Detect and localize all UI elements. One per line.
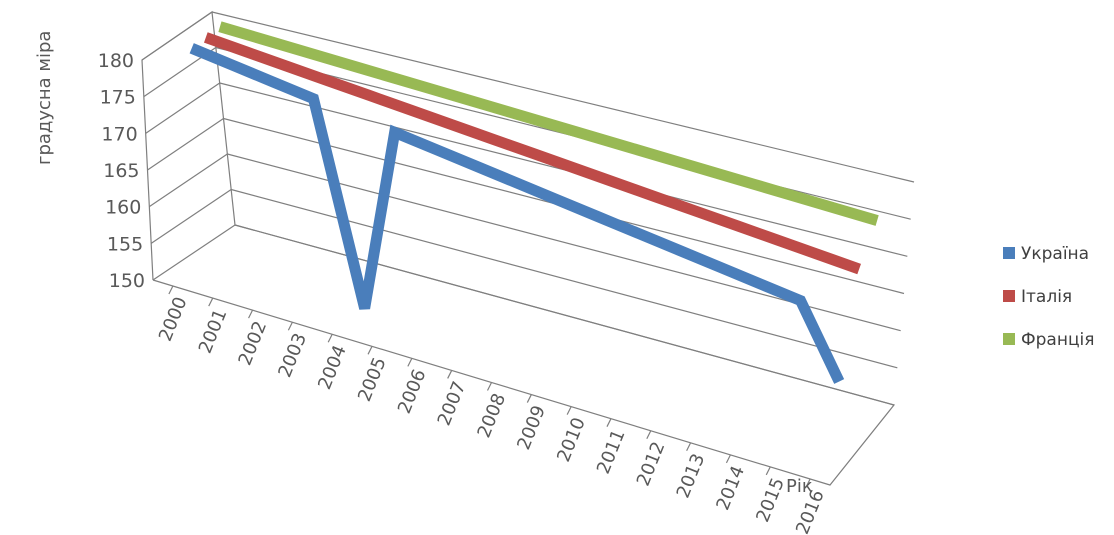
legend-label: Україна (1021, 244, 1089, 264)
x-tick-label: 2011 (593, 427, 630, 477)
x-tick-mark (646, 430, 652, 440)
left-wall-gridline (148, 153, 228, 208)
x-tick-mark (686, 442, 692, 452)
series-group (189, 21, 879, 384)
y-tick-label: 160 (105, 197, 141, 219)
left-wall-gridline (145, 82, 221, 134)
x-tick-label: 2005 (354, 354, 391, 404)
x-tick-mark (447, 370, 453, 379)
x-tick-mark (248, 309, 254, 319)
x-tick-label: 2015 (752, 475, 789, 525)
series-line-2 (203, 32, 861, 275)
chart-walls (141, 10, 896, 486)
x-tick-mark (327, 333, 333, 343)
legend-swatch (1003, 333, 1015, 345)
x-tick-label: 2013 (673, 451, 710, 501)
left-wall-gridline (147, 118, 224, 171)
y-tick-label: 170 (101, 123, 137, 145)
legend: Україна Італія Франція (1003, 244, 1094, 350)
left-wall-gridline (152, 224, 236, 281)
left-wall-gridline (150, 189, 232, 244)
x-tick-mark (526, 394, 532, 403)
y-tick-label: 175 (100, 87, 136, 109)
x-tick-label: 2003 (274, 330, 311, 380)
left-wall-gridline (141, 11, 213, 61)
x-tick-mark (566, 406, 572, 415)
legend-label: Італія (1021, 287, 1072, 307)
x-axis-title: Рік (786, 476, 813, 497)
legend-swatch (1003, 290, 1015, 302)
x-tick-mark (367, 346, 373, 355)
y-tick-label: 150 (109, 270, 145, 292)
x-tick-mark (208, 297, 214, 307)
y-axis-ticks: 150 155 160 165 170 175 180 (98, 50, 145, 292)
legend-label: Франція (1021, 330, 1094, 350)
y-tick-label: 165 (103, 160, 139, 182)
y-tick-label: 155 (107, 233, 143, 255)
x-tick-label: 2010 (553, 415, 590, 465)
x-tick-label: 2012 (633, 439, 670, 489)
x-tick-mark (168, 285, 174, 295)
y-axis-title: градусна міра (34, 31, 55, 165)
back-wall-gridline (234, 224, 895, 406)
x-tick-mark (765, 466, 771, 476)
y-tick-label: 180 (98, 50, 134, 72)
x-tick-label: 2000 (155, 294, 192, 344)
x-tick-label: 2004 (314, 342, 351, 392)
x-tick-label: 2014 (712, 463, 749, 513)
x-tick-label: 2007 (434, 378, 471, 428)
x-tick-mark (407, 358, 413, 367)
back-wall-gridline (231, 188, 898, 369)
x-tick-mark (725, 454, 731, 464)
legend-swatch (1003, 247, 1015, 259)
x-tick-label: 2009 (513, 403, 550, 453)
x-tick-label: 2001 (195, 306, 232, 356)
series-line-1 (189, 43, 845, 384)
x-tick-label: 2008 (474, 391, 511, 441)
x-tick-mark (486, 382, 493, 391)
series-line-3 (218, 21, 879, 226)
x-tick-label: 2006 (394, 366, 431, 416)
back-wall-gridline (211, 11, 915, 183)
x-tick-mark (287, 321, 293, 331)
x-tick-mark (805, 478, 811, 488)
x-axis-ticks: 2000 2001 2002 2003 2004 2005 2006 2007 2008 2009… (155, 285, 829, 535)
x-tick-mark (606, 418, 612, 427)
x-tick-label: 2002 (235, 318, 272, 368)
